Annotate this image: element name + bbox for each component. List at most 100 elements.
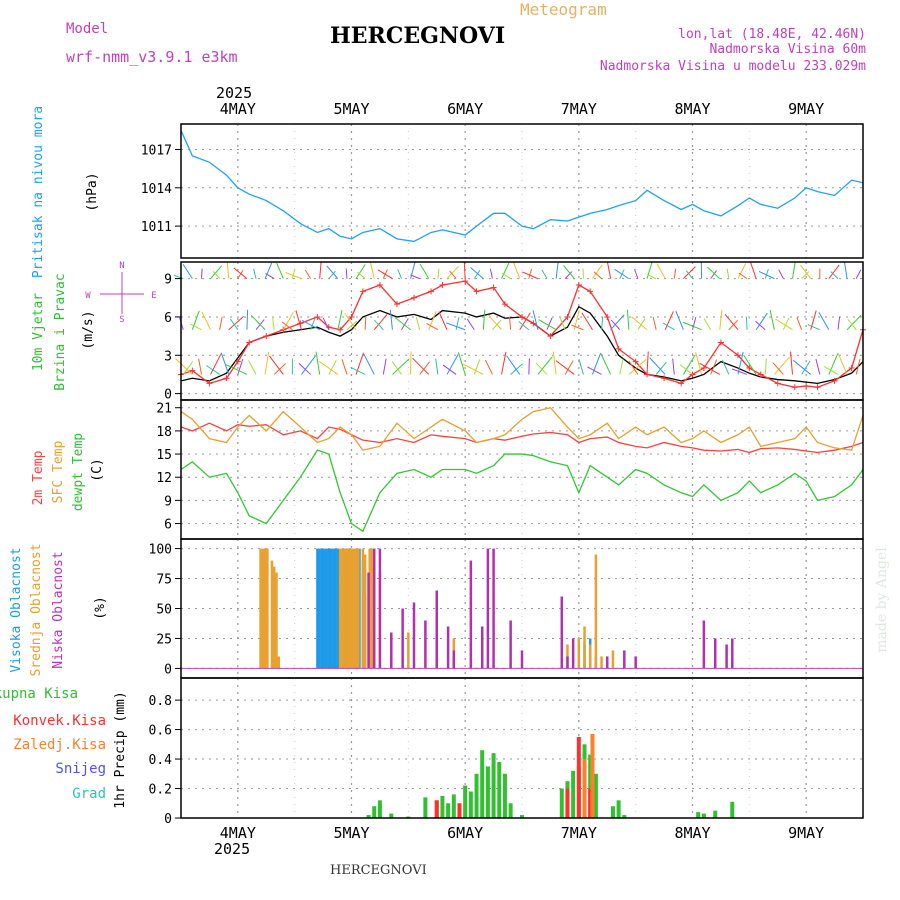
wind-arrow [264, 351, 270, 375]
y-tick-label: 0.2 [149, 783, 172, 798]
wind-arrow [237, 269, 244, 279]
wind-arrow [830, 271, 839, 279]
bar-srednja-oblacnost [263, 548, 267, 669]
wind-arrow [710, 270, 717, 279]
wind-arrow [518, 321, 530, 331]
bar-srednja-oblacnost [345, 548, 349, 669]
y-tick-label: 21 [156, 402, 172, 417]
wind-arrow [801, 360, 811, 375]
wind-arrow [233, 267, 248, 279]
bar-srednja-oblacnost [354, 548, 358, 669]
wind-arrow [363, 353, 375, 375]
gust-marker [831, 377, 838, 384]
gust-marker [587, 288, 594, 295]
gust-marker [411, 294, 418, 301]
bar-konvek.kisa [576, 736, 581, 818]
bottom-day-labels: 4MAY 5MAY 6MAY 7MAY 8MAY 9MAY [220, 824, 824, 842]
series-2m-temp [180, 422, 864, 454]
bar-srednja-oblacnost [370, 548, 374, 669]
panel-clouds: 0 25 50 75 100 [149, 538, 864, 679]
bar-ukupna-kisa [468, 791, 473, 818]
bar-niska-oblacnost [566, 656, 569, 669]
legend-graupel: Grad [72, 786, 106, 802]
wind-arrow [463, 261, 466, 279]
y-tick-label: 9 [164, 273, 172, 288]
wind-arrow [764, 358, 767, 375]
bar-srednja-oblacnost [275, 572, 278, 669]
wind-arrow [281, 321, 293, 331]
bar-srednja-oblacnost [259, 548, 262, 669]
bar-niska-oblacnost [509, 620, 512, 669]
bar-ukupna-kisa [502, 773, 507, 818]
top-day-label: 9MAY [788, 100, 824, 118]
bar-niska-oblacnost [623, 650, 626, 669]
wind-arrow [646, 274, 657, 280]
bar-niska-oblacnost [725, 644, 728, 669]
gust-marker [615, 345, 622, 352]
y-tick-label: 6 [164, 311, 172, 326]
bar-niska-oblacnost [731, 638, 734, 669]
wind-arrow [265, 273, 275, 280]
gust-marker [791, 384, 798, 391]
wind-arrow [737, 351, 744, 375]
wind-title-1: 10m Vjetar [31, 293, 46, 371]
wind-arrow [506, 355, 521, 375]
wind-arrow [373, 314, 388, 331]
wind-arrow [628, 360, 639, 375]
wind-arrow [555, 360, 575, 375]
dewpt-title: dewpt Temp [71, 433, 86, 511]
wind-arrow [628, 358, 647, 375]
wind-arrow [695, 352, 703, 375]
wind-arrow [755, 312, 768, 331]
wind-arrow [357, 271, 366, 279]
wind-arrow [391, 361, 402, 375]
bar-visoka-oblacnost [332, 548, 335, 669]
wind-arrow [382, 358, 387, 375]
wind-arrow [401, 318, 409, 330]
wind-arrow [664, 311, 674, 330]
gust-marker [206, 380, 213, 387]
wind-arrow [610, 314, 625, 331]
wind-arrow [191, 310, 200, 330]
wind-arrow [614, 268, 630, 280]
bar-srednja-oblacnost [600, 656, 603, 669]
wind-arrow [501, 262, 510, 279]
wind-arrow [800, 264, 812, 279]
wind-arrow [455, 316, 460, 330]
bar-niska-oblacnost [713, 638, 717, 669]
wind-arrow [237, 359, 244, 375]
bar-srednja-oblacnost [352, 548, 356, 669]
bar-srednja-oblacnost [594, 554, 598, 669]
bar-niska-oblacnost [571, 638, 575, 669]
wind-arrow [726, 268, 730, 279]
y-tick-label: 0 [164, 662, 172, 677]
y-tick-label: 0 [164, 812, 172, 827]
bar-ukupna-kisa [423, 797, 428, 818]
wind-arrow [246, 309, 249, 330]
bar-ukupna-kisa [485, 766, 490, 818]
gust-marker [814, 384, 821, 391]
top-day-label: 7MAY [561, 100, 597, 118]
bar-ukupna-kisa [451, 794, 456, 818]
bar-visoka-oblacnost [325, 548, 328, 669]
wind-arrow [328, 360, 337, 375]
gust-marker [848, 365, 855, 372]
wind-arrow [457, 352, 466, 375]
wind-arrow [298, 362, 311, 375]
wind-arrow [796, 317, 803, 330]
wind-arrow [220, 352, 230, 375]
wind-arrow [600, 353, 612, 375]
panel-frame [180, 123, 864, 259]
bar-niska-oblacnost [424, 620, 427, 669]
panel-precip: 0 0.2 0.4 0.6 0.8 [149, 677, 864, 827]
bar-ukupna-kisa [610, 806, 615, 818]
y-tick-label: 12 [156, 471, 172, 486]
wind-arrow [564, 271, 573, 279]
top-day-label: 6MAY [447, 100, 483, 118]
bar-niska-oblacnost [390, 632, 393, 669]
gust-marker [393, 301, 400, 308]
bar-srednja-oblacnost [272, 566, 276, 669]
bar-zaledj.kisa [590, 734, 595, 818]
wind-arrow [792, 261, 796, 279]
wind-arrow [552, 351, 557, 375]
